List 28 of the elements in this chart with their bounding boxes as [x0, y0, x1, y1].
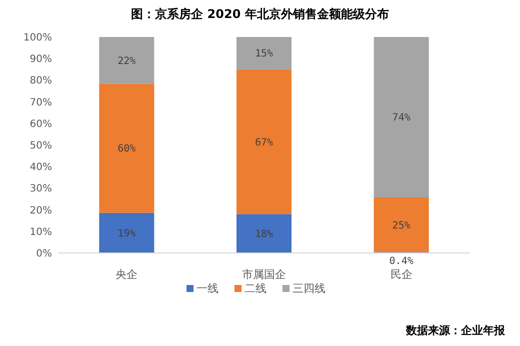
legend-label: 三四线 [292, 282, 326, 295]
y-tick-label: 90% [30, 54, 52, 66]
y-tick-label: 10% [30, 226, 52, 238]
data-label: 67% [254, 137, 274, 148]
x-tick-label: 央企 [116, 268, 138, 281]
data-label: 60% [118, 144, 136, 155]
y-tick-label: 30% [30, 184, 52, 195]
y-tick-label: 70% [30, 97, 52, 108]
y-tick-label: 100% [23, 32, 52, 44]
y-tick-label: 50% [30, 140, 52, 152]
legend-label: 二线 [244, 282, 266, 295]
data-label: 25% [392, 220, 410, 232]
chart-title: 图：京系房企 2020 年北京外销售金额能级分布 [131, 7, 389, 21]
data-label: 15% [254, 48, 274, 60]
data-label: 18% [254, 229, 274, 240]
y-tick-label: 0% [36, 248, 52, 260]
y-tick-label: 20% [30, 205, 52, 216]
data-label: 74% [392, 112, 410, 124]
y-tick-label: 60% [30, 118, 52, 130]
y-tick-label: 40% [30, 162, 52, 174]
x-tick-label: 民企 [390, 268, 412, 281]
x-tick-label: 市属国企 [242, 268, 286, 281]
data-label: 22% [118, 56, 136, 67]
data-label: 19% [118, 228, 136, 240]
source-note: 数据来源：企业年报 [405, 324, 506, 337]
y-tick-label: 80% [30, 76, 52, 87]
data-label: 0.4% [389, 256, 414, 267]
legend-label: 一线 [196, 282, 218, 295]
